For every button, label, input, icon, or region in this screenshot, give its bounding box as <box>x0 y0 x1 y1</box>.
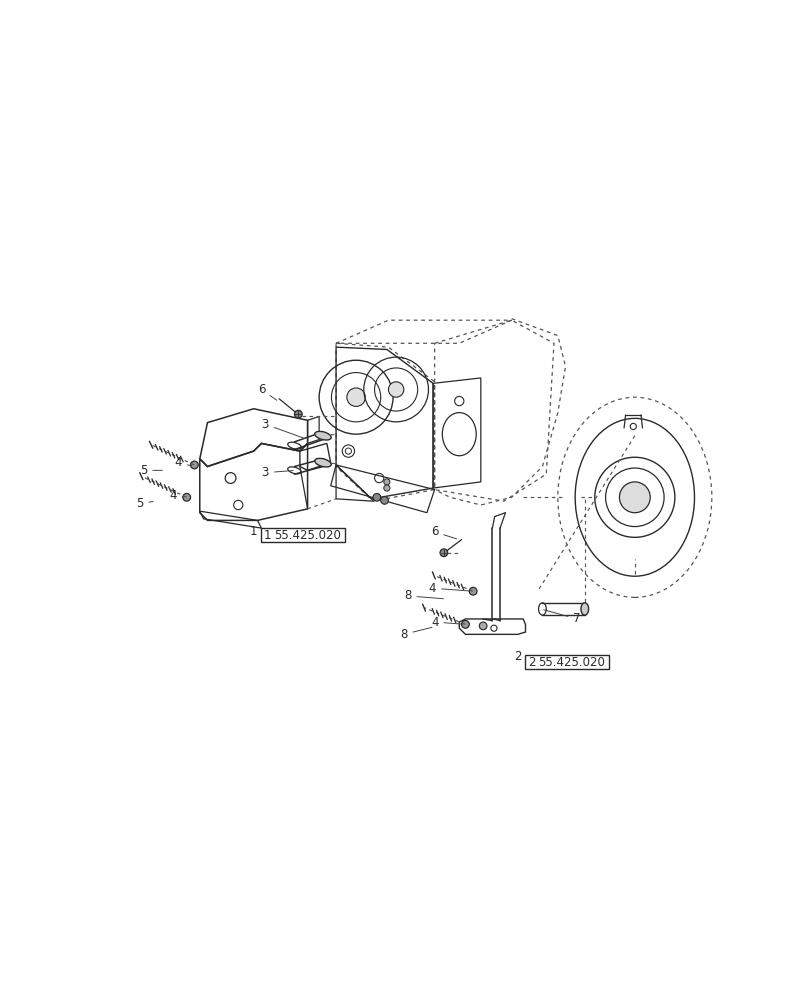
Text: 1: 1 <box>264 529 271 542</box>
FancyBboxPatch shape <box>260 528 345 542</box>
Text: 1: 1 <box>250 525 257 538</box>
Ellipse shape <box>580 603 588 615</box>
Ellipse shape <box>315 431 331 440</box>
Text: 5: 5 <box>139 464 162 477</box>
Circle shape <box>388 382 403 397</box>
Text: 8: 8 <box>404 589 443 602</box>
Circle shape <box>380 497 388 504</box>
Text: 4: 4 <box>169 489 184 502</box>
Circle shape <box>469 587 476 595</box>
Text: 6: 6 <box>431 525 456 539</box>
Text: 2: 2 <box>513 650 521 663</box>
Text: 4: 4 <box>174 456 191 469</box>
Text: 55.425.020: 55.425.020 <box>537 656 604 669</box>
Circle shape <box>440 549 447 557</box>
Text: 4: 4 <box>431 616 462 629</box>
Text: 3: 3 <box>261 418 305 439</box>
Circle shape <box>461 620 469 628</box>
Circle shape <box>384 479 389 485</box>
Circle shape <box>346 388 365 406</box>
Text: 4: 4 <box>428 582 470 595</box>
FancyBboxPatch shape <box>525 655 608 669</box>
Circle shape <box>372 493 380 501</box>
Circle shape <box>191 461 198 469</box>
Circle shape <box>619 482 650 513</box>
Circle shape <box>182 493 191 501</box>
Circle shape <box>384 485 389 491</box>
Text: 7: 7 <box>543 610 580 625</box>
Text: 3: 3 <box>261 466 293 479</box>
Ellipse shape <box>315 458 331 467</box>
Text: 6: 6 <box>257 383 277 400</box>
Text: 5: 5 <box>136 497 153 510</box>
Circle shape <box>478 622 487 630</box>
Text: 8: 8 <box>400 627 431 641</box>
Text: 55.425.020: 55.425.020 <box>273 529 340 542</box>
Text: 2: 2 <box>527 656 534 669</box>
Circle shape <box>294 410 302 418</box>
